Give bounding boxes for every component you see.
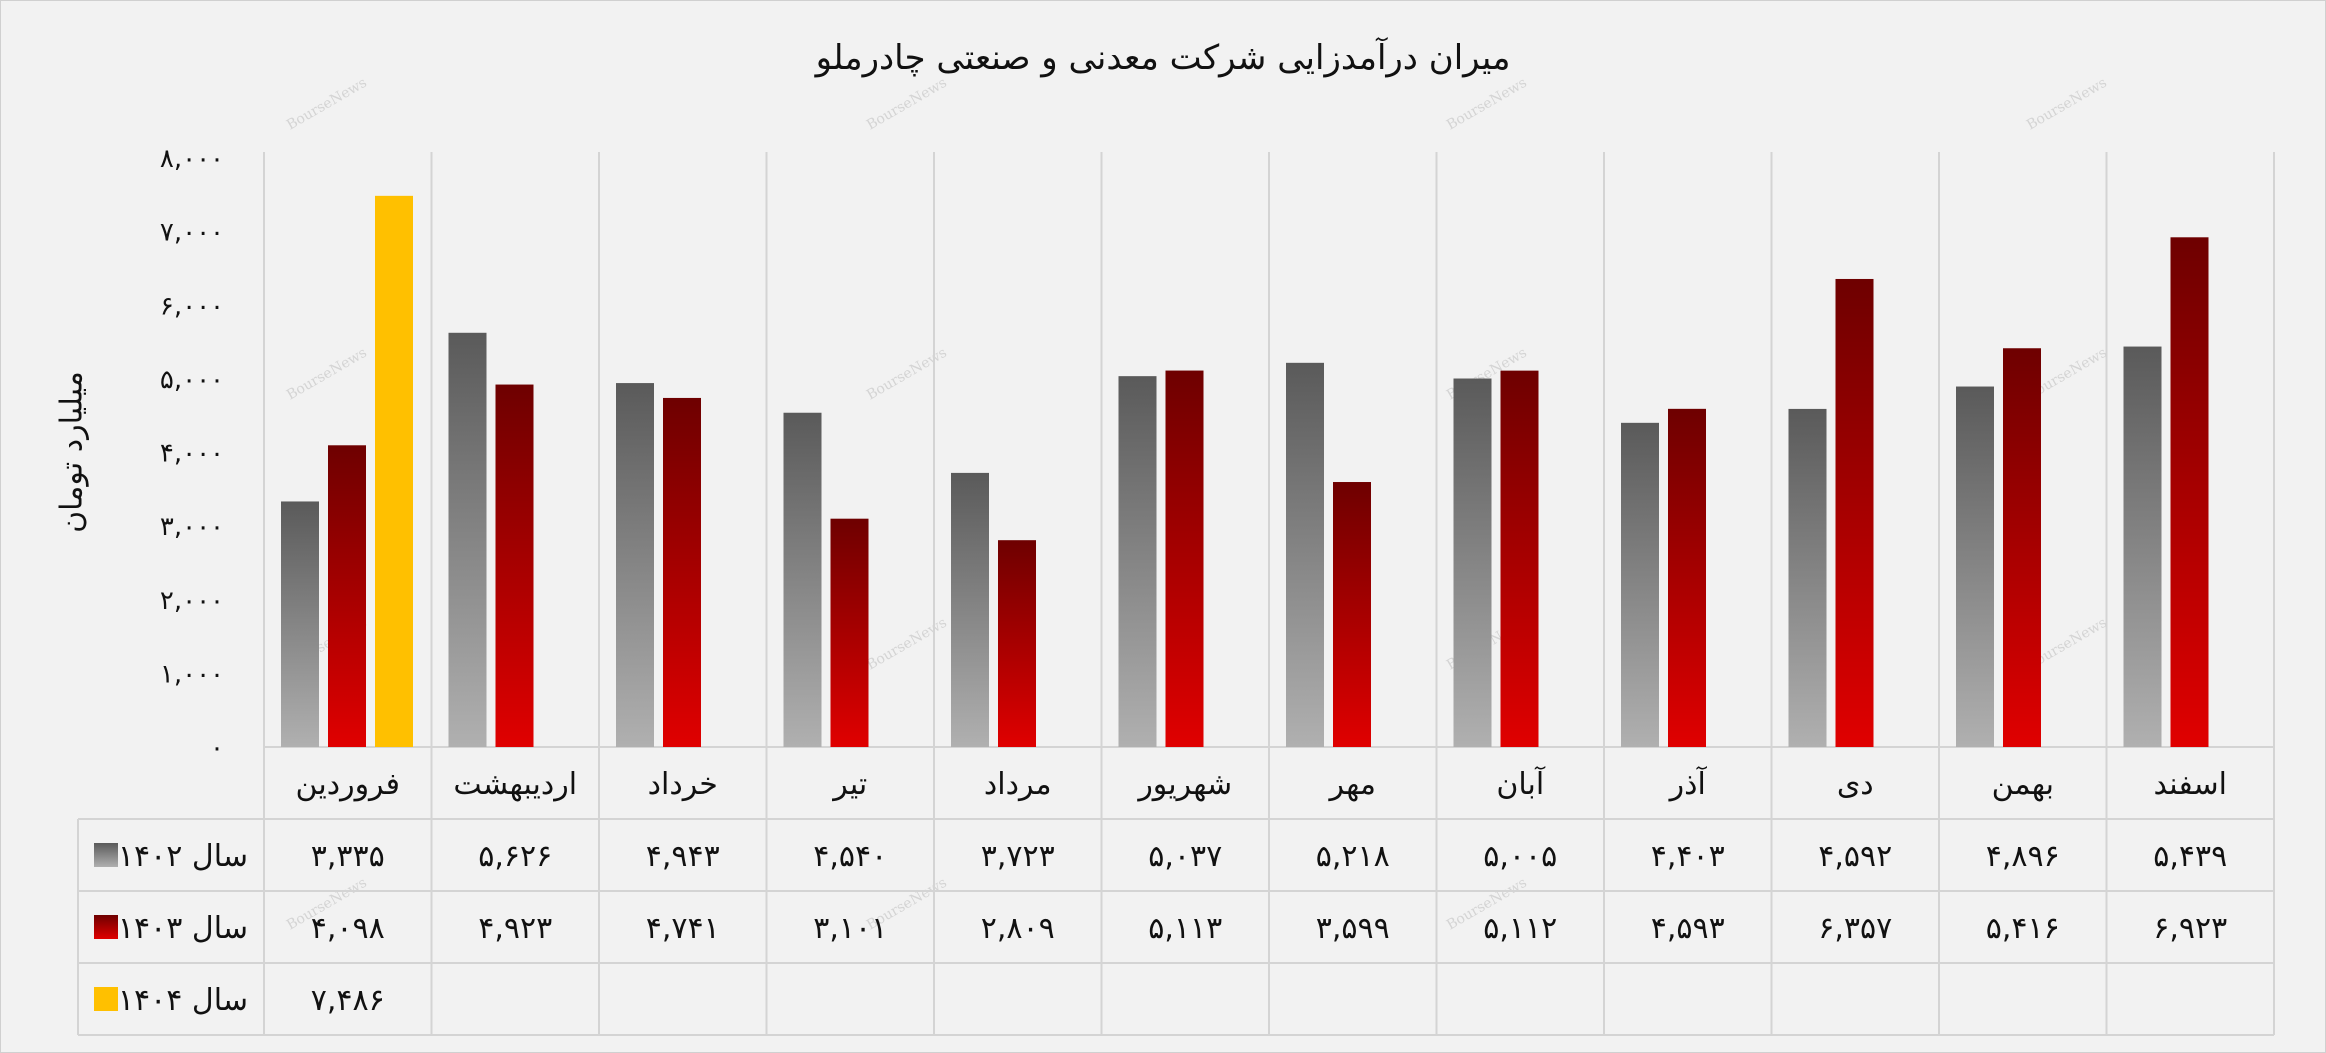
- data-label: ۵,۰۳۷: [1148, 839, 1222, 874]
- data-label: ۴,۸۹۶: [1986, 839, 2060, 874]
- data-label: ۵,۲۱۸: [1316, 839, 1390, 874]
- bar-1: [616, 383, 654, 747]
- watermark-text: BourseNews: [284, 345, 370, 404]
- y-tick-label: ۸,۰۰۰: [160, 144, 224, 174]
- data-label: ۴,۰۹۸: [311, 911, 385, 946]
- data-label: ۴,۵۴۰: [813, 839, 887, 874]
- bar-1: [448, 332, 487, 747]
- bar-2: [2170, 237, 2209, 747]
- data-label: ۵,۴۳۹: [2153, 839, 2227, 874]
- data-label: ۵,۱۱۳: [1148, 911, 1222, 946]
- bar-2: [663, 397, 701, 747]
- data-label: ۴,۹۲۳: [478, 911, 552, 946]
- watermark-text: BourseNews: [2024, 75, 2110, 134]
- data-label: ۳,۳۳۵: [311, 839, 385, 874]
- bar-1: [2123, 346, 2162, 747]
- data-label: ۵,۴۱۶: [1986, 911, 2060, 946]
- bar-2: [2003, 348, 2041, 747]
- data-label: ۵,۶۲۶: [478, 839, 552, 874]
- watermark-text: BourseNews: [864, 345, 950, 404]
- bar-2: [495, 384, 534, 747]
- category-label: آبان: [1496, 766, 1546, 802]
- data-label: ۷,۴۸۶: [311, 983, 385, 1018]
- category-label: اردیبهشت: [453, 767, 577, 802]
- y-tick-label: ۶,۰۰۰: [160, 291, 224, 321]
- watermark-text: BourseNews: [284, 75, 370, 134]
- category-label: بهمن: [1992, 767, 2054, 802]
- data-label: ۳,۷۲۳: [981, 839, 1055, 874]
- series-name: سال ۱۴۰۴: [118, 983, 248, 1018]
- data-label: ۳,۱۰۱: [813, 911, 887, 946]
- bar-3: [375, 195, 413, 747]
- y-tick-label: ۲,۰۰۰: [160, 586, 224, 616]
- series-name: سال ۱۴۰۳: [118, 911, 248, 946]
- bar-1: [1956, 386, 1994, 747]
- bar-1: [1118, 376, 1157, 747]
- bar-2: [328, 445, 366, 747]
- series-name: سال ۱۴۰۲: [118, 839, 248, 874]
- category-label: خرداد: [648, 767, 718, 802]
- category-label: فروردین: [296, 767, 400, 802]
- data-label: ۴,۵۹۲: [1818, 839, 1892, 874]
- bar-1: [1286, 362, 1324, 747]
- data-label: ۴,۵۹۳: [1651, 911, 1725, 946]
- category-label: مرداد: [984, 767, 1052, 802]
- bar-1: [1621, 422, 1659, 747]
- data-label: ۴,۷۴۱: [646, 911, 720, 946]
- bar-2: [830, 518, 869, 747]
- legend-swatch: [94, 843, 118, 867]
- y-tick-label: ۱,۰۰۰: [160, 659, 224, 689]
- y-tick-label: ۳,۰۰۰: [160, 512, 224, 542]
- data-label: ۴,۴۰۳: [1651, 839, 1725, 874]
- bar-2: [1500, 370, 1539, 747]
- watermark-text: BourseNews: [864, 75, 950, 134]
- data-label: ۴,۹۴۳: [646, 839, 720, 874]
- y-tick-label: ۷,۰۰۰: [160, 218, 224, 248]
- data-label: ۶,۳۵۷: [1818, 911, 1892, 946]
- watermark-text: BourseNews: [1444, 75, 1530, 134]
- legend-swatch: [94, 915, 118, 939]
- data-label: ۲,۸۰۹: [981, 911, 1055, 946]
- category-label: مهر: [1328, 767, 1376, 802]
- legend-swatch: [94, 987, 118, 1011]
- bar-1: [783, 412, 822, 747]
- bar-2: [998, 540, 1036, 747]
- bar-2: [1165, 370, 1204, 747]
- bar-1: [1788, 408, 1827, 747]
- data-label: ۵,۱۱۲: [1483, 911, 1557, 946]
- bar-1: [281, 501, 319, 747]
- chart-title: میران درآمدزایی شرکت معدنی و صنعتی چادرم…: [815, 38, 1511, 78]
- bar-1: [951, 472, 989, 747]
- data-label: ۳,۵۹۹: [1316, 911, 1390, 946]
- y-tick-label: ۴,۰۰۰: [160, 439, 224, 469]
- category-label: آذر: [1668, 766, 1708, 802]
- category-label: اسفند: [2154, 767, 2227, 802]
- bar-2: [1333, 482, 1371, 747]
- bar-1: [1453, 378, 1492, 747]
- bar-2: [1668, 408, 1706, 747]
- category-label: دی: [1837, 767, 1874, 802]
- y-tick-label: ۵,۰۰۰: [160, 365, 224, 395]
- watermark-text: BourseNews: [864, 615, 950, 674]
- data-label: ۵,۰۰۵: [1483, 839, 1557, 874]
- category-label: شهریور: [1136, 767, 1232, 802]
- y-tick-label: ۰: [210, 733, 224, 763]
- bar-2: [1835, 278, 1874, 747]
- data-label: ۶,۹۲۳: [2153, 911, 2227, 946]
- category-label: تیر: [831, 767, 867, 802]
